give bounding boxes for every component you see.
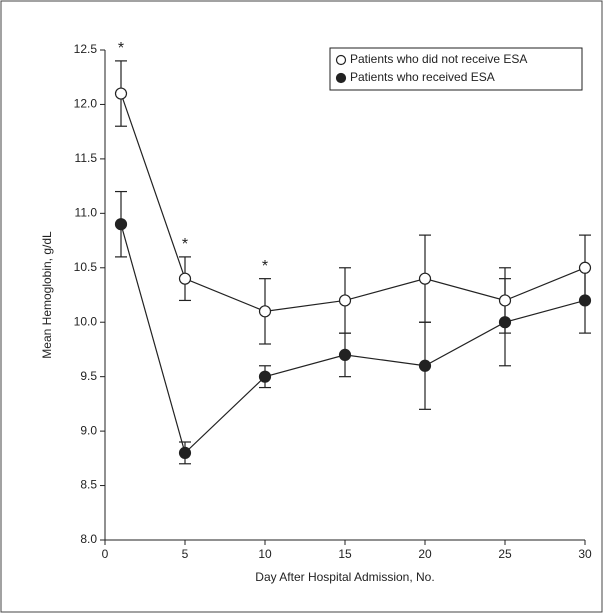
x-tick-label: 25 [498, 547, 512, 561]
y-tick-label: 11.0 [75, 206, 98, 220]
point [258, 370, 272, 383]
point [178, 446, 192, 459]
point [498, 316, 512, 329]
point [338, 348, 352, 361]
point [578, 261, 592, 274]
legend-label: Patients who received ESA [350, 70, 495, 84]
point [114, 87, 128, 100]
x-tick-label: 0 [102, 547, 109, 561]
annotation: * [182, 236, 188, 253]
point [418, 359, 432, 372]
x-axis-label: Day After Hospital Admission, No. [255, 570, 434, 584]
legend-label: Patients who did not receive ESA [350, 52, 527, 66]
y-tick-label: 8.0 [80, 532, 97, 546]
legend-marker [335, 72, 347, 84]
point [418, 272, 432, 285]
x-tick-label: 5 [182, 547, 189, 561]
y-tick-label: 9.0 [80, 423, 97, 437]
y-tick-label: 10.5 [74, 260, 98, 274]
point [338, 294, 352, 307]
x-tick-label: 20 [418, 547, 432, 561]
annotation: * [118, 40, 124, 57]
point [178, 272, 192, 285]
y-tick-label: 11.5 [75, 151, 98, 165]
x-tick-label: 15 [338, 547, 352, 561]
series-line [120, 224, 586, 455]
legend-marker [335, 54, 347, 66]
point [258, 305, 272, 318]
y-tick-label: 10.0 [74, 314, 98, 328]
point [498, 294, 512, 307]
x-tick-label: 10 [258, 547, 272, 561]
y-tick-label: 12.5 [74, 42, 98, 56]
point [114, 218, 128, 231]
y-axis-label: Mean Hemoglobin, g/dL [40, 231, 54, 359]
y-tick-label: 12.0 [74, 97, 98, 111]
annotation: * [262, 258, 268, 275]
y-tick-label: 9.5 [80, 369, 97, 383]
point [578, 294, 592, 307]
x-tick-label: 30 [578, 547, 592, 561]
legend-box [329, 47, 583, 91]
y-tick-label: 8.5 [80, 478, 97, 492]
